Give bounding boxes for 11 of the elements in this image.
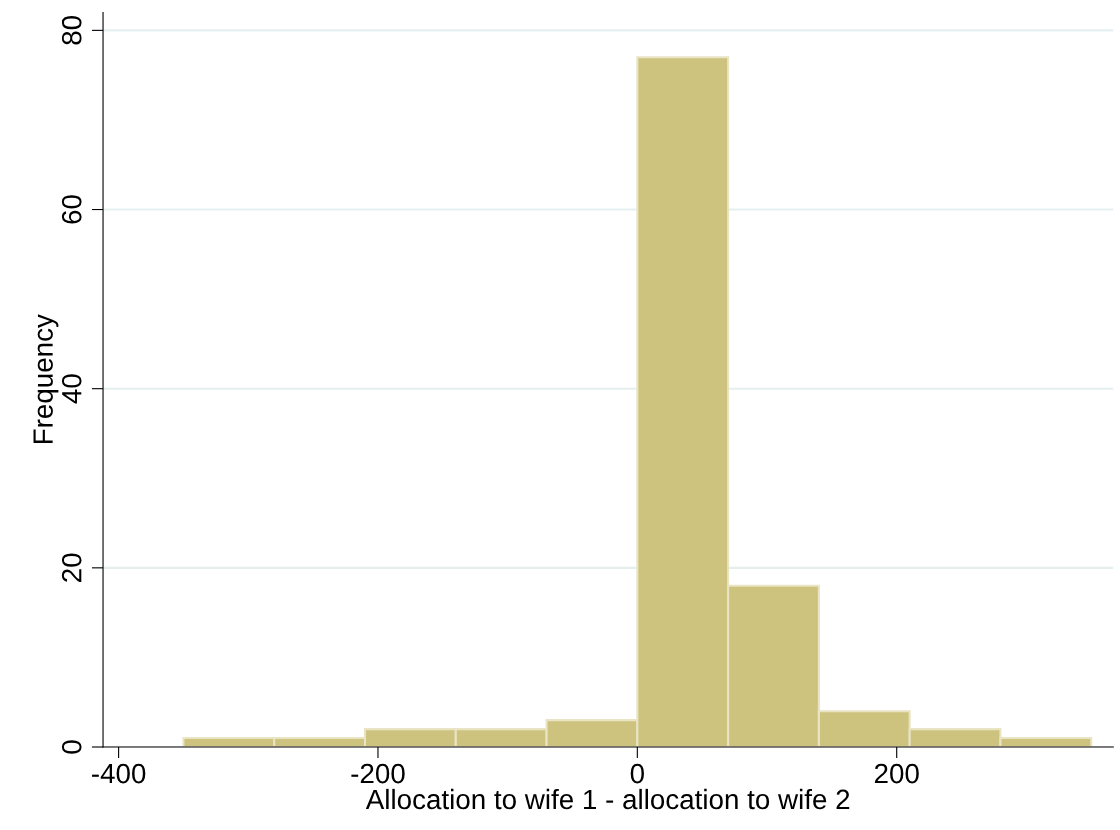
y-tick-label: 80 — [61, 16, 82, 45]
x-tick-label: -400 — [92, 763, 146, 784]
x-tick-label: -200 — [351, 763, 405, 784]
x-tick-label: 200 — [874, 763, 919, 784]
y-tick-label: 20 — [61, 553, 82, 582]
y-tick-label: 40 — [61, 374, 82, 404]
y-tick-label: 60 — [61, 195, 82, 224]
x-tick-label: 0 — [630, 763, 644, 784]
y-axis-title: Frequency — [33, 314, 59, 444]
y-tick-label: 0 — [61, 740, 82, 754]
x-axis-title: Allocation to wife 1 - allocation to wife 2 — [365, 788, 850, 810]
